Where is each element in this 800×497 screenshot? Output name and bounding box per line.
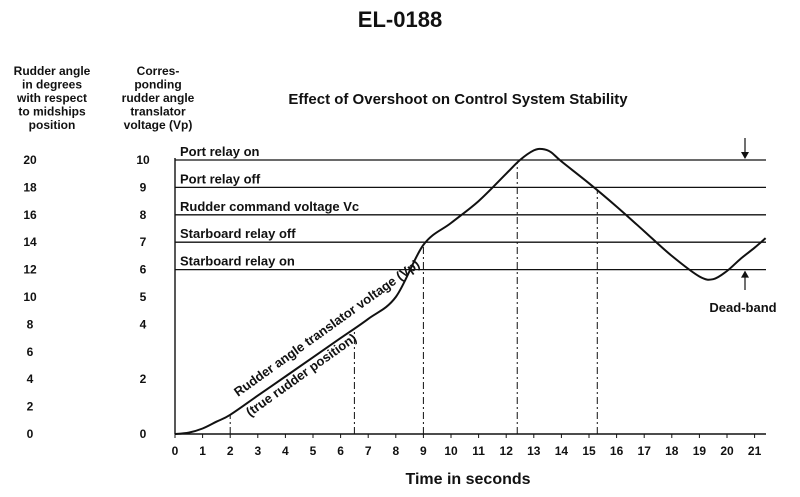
- chart-title: Effect of Overshoot on Control System St…: [288, 91, 628, 108]
- x-tick-label: 21: [748, 444, 762, 458]
- x-tick-label: 9: [420, 444, 427, 458]
- reference-line-label: Starboard relay on: [180, 254, 295, 269]
- vp-series: [174, 147, 767, 435]
- voltage-tick-label: 8: [140, 208, 147, 222]
- reference-lines: Port relay on Port relay off Rudder comman…: [175, 144, 766, 271]
- reference-line-label: Port relay off: [180, 171, 261, 186]
- right-axis-label-line: Corres-: [137, 64, 180, 78]
- x-tick-label: 14: [555, 444, 569, 458]
- voltage-tick-label: 2: [140, 372, 147, 386]
- degree-tick-label: 14: [23, 235, 37, 249]
- x-tick-label: 12: [500, 444, 514, 458]
- degree-tick-label: 8: [27, 317, 34, 331]
- voltage-axis-ticks: 0 2 4 5 6 7 8 9 10: [136, 153, 150, 441]
- x-tick-label: 10: [444, 444, 458, 458]
- left-axis-label-line: in degrees: [22, 78, 82, 92]
- degree-tick-label: 4: [27, 372, 34, 386]
- x-tick-label: 3: [254, 444, 261, 458]
- axes: [174, 158, 766, 435]
- degree-tick-label: 20: [23, 153, 37, 167]
- vp-curve: [174, 147, 767, 435]
- x-tick-label: 11: [472, 444, 485, 458]
- deadband-bottom-arrowhead: [741, 270, 749, 278]
- x-tick-label: 2: [227, 444, 234, 458]
- degree-axis-ticks: 0 2 4 6 8 10 12 14 16 18 20: [23, 153, 37, 441]
- degree-tick-label: 10: [23, 290, 37, 304]
- dash-dot-markers: [229, 162, 598, 434]
- x-tick-label: 16: [610, 444, 624, 458]
- voltage-tick-label: 0: [140, 427, 147, 441]
- x-tick-label: 15: [582, 444, 596, 458]
- x-tick-label: 0: [172, 444, 179, 458]
- right-axis-label-line: ponding: [134, 78, 181, 92]
- left-axis-label-line: to midships: [18, 105, 86, 119]
- degree-tick-label: 6: [27, 345, 34, 359]
- left-axis-label-line: with respect: [16, 91, 87, 105]
- left-axis-label-line: Rudder angle: [14, 64, 91, 78]
- voltage-tick-label: 10: [136, 153, 150, 167]
- degree-tick-label: 16: [23, 208, 37, 222]
- x-tick-label: 20: [720, 444, 734, 458]
- x-tick-label: 1: [199, 444, 206, 458]
- curve-labels: Rudder angle translator voltage (Vp)(tru…: [231, 256, 422, 419]
- degree-tick-label: 2: [27, 400, 34, 414]
- deadband-label: Dead-band: [709, 300, 776, 315]
- x-tick-label: 8: [392, 444, 399, 458]
- reference-line-label: Port relay on: [180, 144, 260, 159]
- x-tick-label: 4: [282, 444, 289, 458]
- x-tick-label: 6: [337, 444, 344, 458]
- curve-label: Rudder angle translator voltage (Vp): [231, 256, 422, 399]
- x-tick-label: 5: [310, 444, 317, 458]
- right-axis-label-line: translator: [130, 105, 186, 119]
- reference-line-label: Rudder command voltage Vc: [180, 199, 359, 214]
- degree-tick-label: 18: [23, 180, 37, 194]
- voltage-tick-label: 5: [140, 290, 147, 304]
- left-axis-label-line: position: [29, 118, 76, 132]
- degree-tick-label: 0: [27, 427, 34, 441]
- x-axis-ticks: 0 1 2 3 4 5 6 7 8 9 10 11 12 13 14 15 16 17 18 19 20 21: [172, 434, 762, 458]
- voltage-tick-label: 6: [140, 263, 147, 277]
- reference-line-label: Starboard relay off: [180, 226, 296, 241]
- voltage-tick-label: 7: [140, 235, 147, 249]
- right-axis-label-line: voltage (Vp): [124, 118, 193, 132]
- document-id: EL-0188: [358, 7, 442, 32]
- x-tick-label: 7: [365, 444, 372, 458]
- right-axis-label-line: rudder angle: [122, 91, 195, 105]
- degree-tick-label: 12: [23, 263, 37, 277]
- deadband-top-arrowhead: [741, 152, 749, 159]
- x-tick-label: 13: [527, 444, 541, 458]
- x-tick-label: 18: [665, 444, 679, 458]
- deadband-marker: Dead-band: [709, 138, 777, 315]
- x-tick-label: 19: [693, 444, 707, 458]
- x-axis-label: Time in seconds: [405, 471, 530, 488]
- x-tick-label: 17: [638, 444, 652, 458]
- voltage-tick-label: 9: [140, 180, 147, 194]
- voltage-tick-label: 4: [140, 317, 147, 331]
